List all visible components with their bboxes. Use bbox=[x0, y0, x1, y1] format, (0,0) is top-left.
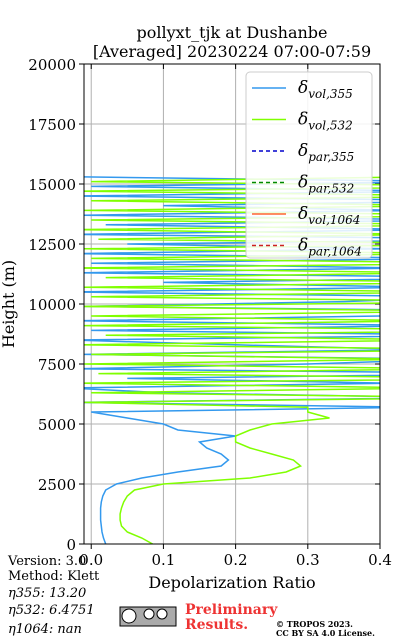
y-tick-label: 7500 bbox=[38, 356, 76, 374]
preliminary-text: Preliminary bbox=[185, 602, 278, 618]
y-tick-label: 17500 bbox=[28, 116, 76, 134]
legend-box bbox=[245, 71, 373, 259]
x-tick-label: 0.4 bbox=[368, 551, 392, 569]
y-tick-label: 5000 bbox=[38, 416, 76, 434]
y-tick-label: 20000 bbox=[28, 56, 76, 74]
chart-subtitle: [Averaged] 20230224 07:00-07:59 bbox=[93, 42, 371, 61]
x-axis-label: Depolarization Ratio bbox=[148, 573, 315, 592]
chart-title: pollyxt_tjk at Dushanbe bbox=[136, 23, 327, 42]
legend-label: δpar,532 bbox=[298, 173, 354, 196]
y-tick-label: 12500 bbox=[28, 236, 76, 254]
info-text: η532: 6.4751 bbox=[8, 603, 95, 618]
x-tick-label: 0.0 bbox=[79, 551, 103, 569]
info-text: η1064: nan bbox=[8, 622, 82, 637]
legend: δvol,355 δvol,532 δpar,355 δpar,532 δvol,106… bbox=[245, 71, 373, 259]
y-axis-label: Height (m) bbox=[0, 260, 18, 348]
y-tick-label: 15000 bbox=[28, 176, 76, 194]
plot-frame bbox=[83, 63, 381, 545]
legend-label: δvol,355 bbox=[298, 78, 353, 101]
license-logo bbox=[119, 606, 177, 627]
copyright-text: © TROPOS 2023. bbox=[276, 619, 353, 629]
x-tick-label: 0.1 bbox=[151, 551, 175, 569]
info-text: Version: 3.0 bbox=[7, 554, 86, 569]
preliminary-text: Results. bbox=[185, 617, 248, 633]
legend-label: δpar,355 bbox=[298, 141, 354, 164]
legend-label: δpar,1064 bbox=[298, 236, 362, 259]
copyright-text: CC BY SA 4.0 License. bbox=[276, 628, 375, 638]
y-tick-label: 0 bbox=[66, 536, 76, 554]
legend-label: δvol,1064 bbox=[298, 204, 360, 227]
y-tick-label: 2500 bbox=[38, 476, 76, 494]
x-tick-label: 0.2 bbox=[224, 551, 248, 569]
info-text: Method: Klett bbox=[8, 569, 100, 584]
y-tick-label: 10000 bbox=[28, 296, 76, 314]
legend-label: δvol,532 bbox=[298, 110, 353, 133]
info-text: η355: 13.20 bbox=[8, 586, 86, 601]
x-tick-label: 0.3 bbox=[296, 551, 320, 569]
